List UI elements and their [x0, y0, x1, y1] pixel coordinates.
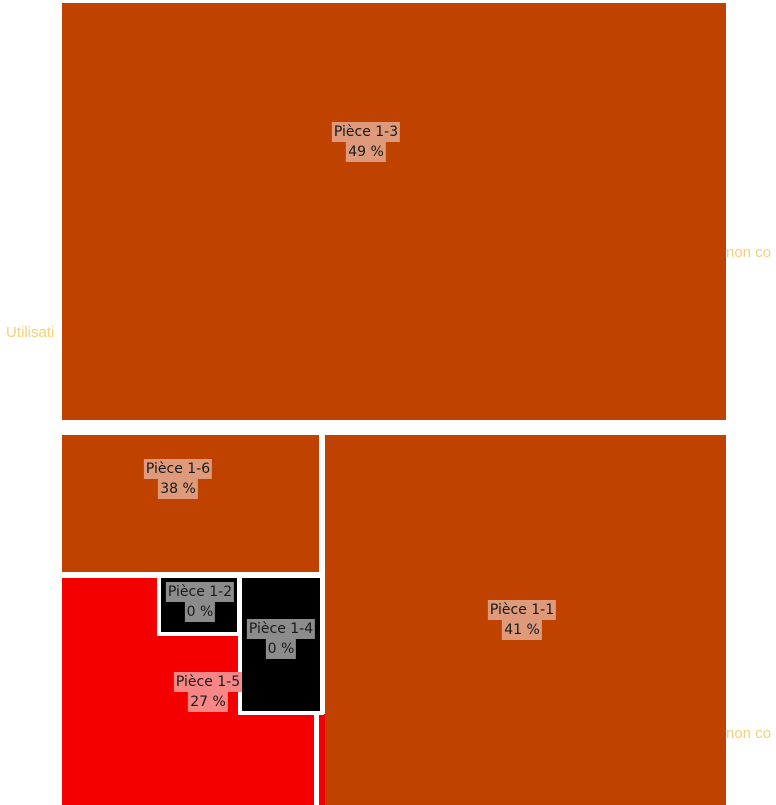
tile-name: Pièce 1-1	[487, 600, 557, 620]
background-label-non-conforme-bottom: non co	[726, 725, 772, 742]
tile-name: Pièce 1-3	[331, 122, 401, 142]
tile-piece-1-1[interactable]: Pièce 1-1 41 %	[325, 435, 726, 805]
tile-percent: 41 %	[502, 620, 542, 640]
tile-label-piece-1-2: Pièce 1-2 0 %	[165, 582, 235, 622]
tile-percent: 27 %	[188, 692, 228, 712]
tile-piece-1-6[interactable]: Pièce 1-6 38 %	[62, 435, 319, 572]
background-label-non-conforme-top: non co	[726, 244, 772, 261]
tile-label-piece-1-1: Pièce 1-1 41 %	[487, 600, 557, 640]
background-label-utilisation: Utilisati	[6, 324, 55, 341]
tile-name: Pièce 1-2	[165, 582, 235, 602]
tile-percent: 0 %	[265, 639, 297, 659]
tile-percent: 38 %	[158, 479, 198, 499]
tile-label-piece-1-3: Pièce 1-3 49 %	[331, 122, 401, 162]
tile-label-piece-1-5: Pièce 1-5 27 %	[173, 672, 243, 712]
tile-piece-1-3[interactable]: Pièce 1-3 49 %	[62, 3, 726, 420]
tile-name: Pièce 1-5	[173, 672, 243, 692]
tile-piece-1-5-edge	[319, 714, 325, 805]
tile-gap-strip	[314, 714, 319, 805]
tile-label-piece-1-4: Pièce 1-4 0 %	[246, 619, 316, 659]
tile-name: Pièce 1-4	[246, 619, 316, 639]
tile-percent: 0 %	[184, 602, 216, 622]
tile-percent: 49 %	[346, 142, 386, 162]
tile-name: Pièce 1-6	[143, 459, 213, 479]
tile-label-piece-1-6: Pièce 1-6 38 %	[143, 459, 213, 499]
